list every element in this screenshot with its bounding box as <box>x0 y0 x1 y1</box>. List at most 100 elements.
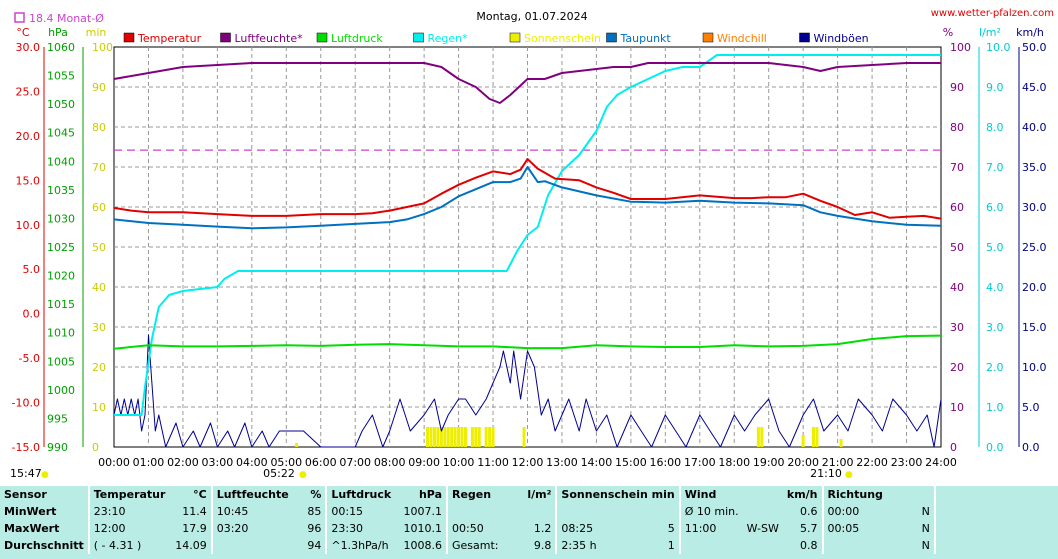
legend-swatch <box>220 32 231 43</box>
sunshine-bar <box>491 427 495 447</box>
x-tick-label: 21:00 <box>822 456 854 469</box>
stats-humidity-value: 96 <box>307 522 322 535</box>
stats-pressure-time: 00:15 <box>325 503 398 520</box>
sunshine-bar <box>450 427 454 447</box>
rain-tick-label: 0.0 <box>986 441 1004 454</box>
sunshine-bar <box>295 443 299 447</box>
stats-rain-value: 9.8 <box>533 539 552 552</box>
stats-header-sunshine: Sonnenschein min <box>555 486 678 503</box>
x-tick-label: 05:00 <box>270 456 302 469</box>
temperature-tick-label: -5.0 <box>19 352 40 365</box>
stats-label: Durchschnitt <box>4 539 84 552</box>
rain-tick-label: 8.0 <box>986 121 1004 134</box>
temperature-tick-label: 5.0 <box>23 263 41 276</box>
stats-dir-time: 00:00 <box>821 503 902 520</box>
unit-celsius: °C <box>16 26 30 39</box>
pressure-tick-label: 1060 <box>47 41 75 54</box>
humidity-tick-label: 100 <box>950 41 971 54</box>
stats-dir-value: N <box>921 539 930 552</box>
stats-pressure-value: 1010.1 <box>403 522 443 535</box>
sun-icon: ● <box>41 470 49 480</box>
stats-humidity-time: 10:45 <box>210 503 299 520</box>
site-link[interactable]: www.wetter-pfalzen.com <box>931 8 1054 19</box>
monthly-avg-legend-icon <box>14 12 25 23</box>
sunshine-bar <box>463 427 467 447</box>
stats-humidity-time: 03:20 <box>210 520 299 537</box>
humidity-tick-label: 70 <box>950 161 964 174</box>
wind-tick-label: 45.0 <box>1022 81 1047 94</box>
stats-label: MinWert <box>4 505 57 518</box>
pressure-tick-label: 1040 <box>47 155 75 168</box>
stats-pressure-time: ^1.3hPa/h <box>325 537 398 554</box>
stats-pressure-value: 1007.1 <box>403 505 443 518</box>
stats-wind-b <box>743 503 783 520</box>
x-tick-label: 22:00 <box>856 456 888 469</box>
pressure-tick-label: 1010 <box>47 327 75 340</box>
stats-header-temperature: Temperatur <box>87 486 171 503</box>
legend-label: Luftdruck <box>331 32 383 45</box>
sunshine-tick-label: 70 <box>92 161 106 174</box>
stats-dir-time: 00:05 <box>821 520 902 537</box>
stats-wind-b <box>743 537 783 554</box>
legend-label: Temperatur <box>137 32 202 45</box>
stats-wind-a: 11:00 <box>678 520 743 537</box>
legend-swatch <box>413 32 424 43</box>
temperature-tick-label: 25.0 <box>16 85 41 98</box>
x-tick-label: 17:00 <box>684 456 716 469</box>
stats-sun-value: 5 <box>667 522 675 535</box>
legend-swatch <box>702 32 714 43</box>
pressure-tick-label: 995 <box>47 412 68 425</box>
humidity-tick-label: 0 <box>950 441 957 454</box>
stats-rain-time: Gesamt: <box>446 537 513 554</box>
statistics-table: Sensor Temperatur °C Luftfeuchte % Luftd… <box>0 486 1058 559</box>
x-tick-label: 06:00 <box>305 456 337 469</box>
stats-rain-value <box>513 503 556 520</box>
sunshine-bar <box>439 427 443 447</box>
wind-tick-label: 0.0 <box>1022 441 1040 454</box>
stats-pressure-value: 1008.6 <box>403 539 443 552</box>
sunshine-bar <box>839 439 843 447</box>
x-tick-label: 20:00 <box>787 456 819 469</box>
x-tick-label: 24:00 <box>925 456 957 469</box>
humidity-tick-label: 30 <box>950 321 964 334</box>
temperature-tick-label: -10.0 <box>12 397 40 410</box>
rain-tick-label: 1.0 <box>986 401 1004 414</box>
x-tick-label: 01:00 <box>133 456 165 469</box>
unit-hpa: hPa <box>48 26 68 39</box>
stats-temp-value: 17.9 <box>182 522 207 535</box>
sunset-annotation: 21:10 <box>810 467 842 480</box>
stats-temp-time: 23:10 <box>87 503 171 520</box>
legend-label: Windchill <box>717 32 767 45</box>
stats-header-wind-unit: km/h <box>786 488 818 501</box>
stats-wind-value: 5.7 <box>800 522 818 535</box>
stats-pressure-time: 23:30 <box>325 520 398 537</box>
stats-temp-value: 14.09 <box>175 539 207 552</box>
stats-label: MaxWert <box>4 522 60 535</box>
series-line-temperatur <box>113 158 942 220</box>
temperature-tick-label: 30.0 <box>16 41 41 54</box>
sunshine-tick-label: 60 <box>92 201 106 214</box>
temperature-tick-label: 20.0 <box>16 130 41 143</box>
pressure-tick-label: 990 <box>47 441 68 454</box>
legend-swatch <box>606 32 617 43</box>
wind-tick-label: 30.0 <box>1022 201 1047 214</box>
x-tick-label: 04:00 <box>236 456 268 469</box>
stats-wind-a: Ø 10 min. <box>678 503 743 520</box>
pressure-tick-label: 1000 <box>47 384 75 397</box>
pressure-tick-label: 1050 <box>47 98 75 111</box>
sunshine-bar <box>429 427 433 447</box>
sunshine-tick-label: 90 <box>92 81 106 94</box>
sunshine-bar <box>815 427 819 447</box>
series-line-windböen <box>113 334 942 448</box>
legend-swatch <box>509 32 521 43</box>
stats-sun-value <box>648 503 679 520</box>
pressure-tick-label: 1030 <box>47 212 75 225</box>
rain-tick-label: 9.0 <box>986 81 1004 94</box>
pressure-tick-label: 1045 <box>47 127 75 140</box>
unit-rain: l/m² <box>979 26 1001 39</box>
sunshine-bar <box>760 427 764 447</box>
stats-wind-value: 0.6 <box>800 505 818 518</box>
stats-header-rain-unit: l/m² <box>527 488 552 501</box>
chart-title: Montag, 01.07.2024 <box>476 10 587 23</box>
pressure-tick-label: 1035 <box>47 184 75 197</box>
